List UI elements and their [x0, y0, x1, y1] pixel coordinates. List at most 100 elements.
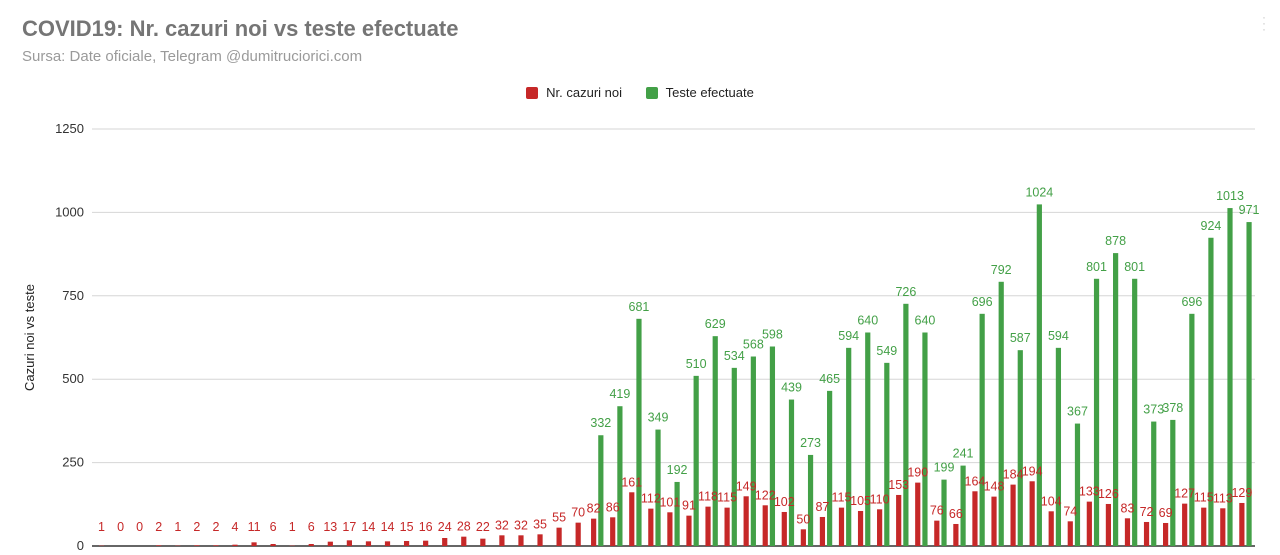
bar-tests[interactable] [846, 347, 852, 546]
bar-tests[interactable] [884, 362, 890, 546]
bar-new-cases[interactable] [575, 522, 581, 546]
bar-new-cases[interactable] [518, 535, 524, 546]
bar-tests[interactable] [1151, 421, 1157, 546]
bar-new-cases[interactable] [877, 509, 883, 546]
legend-label-tests: Teste efectuate [665, 85, 754, 100]
bar-new-cases[interactable] [461, 536, 467, 546]
bar-new-cases[interactable] [1048, 511, 1054, 546]
bar-tests[interactable] [1017, 350, 1023, 546]
bar-tests[interactable] [674, 481, 680, 546]
bar-new-cases[interactable] [1220, 508, 1226, 546]
bar-new-cases[interactable] [1201, 507, 1207, 546]
data-label-tests: 598 [762, 328, 783, 342]
bar-new-cases[interactable] [819, 516, 826, 546]
bar-new-cases[interactable] [724, 507, 730, 546]
bar-new-cases[interactable] [1086, 501, 1092, 546]
bar-new-cases[interactable] [896, 494, 902, 546]
bar-new-cases[interactable] [480, 538, 486, 546]
bar-new-cases[interactable] [743, 496, 749, 546]
bar-tests[interactable] [979, 313, 985, 546]
bar-tests[interactable] [998, 281, 1004, 546]
bar-tests[interactable] [769, 346, 776, 546]
bar-new-cases[interactable] [327, 541, 333, 546]
bar-new-cases[interactable] [800, 529, 806, 546]
bar-new-cases[interactable] [667, 512, 673, 546]
bar-new-cases[interactable] [591, 518, 597, 546]
bar-tests[interactable] [598, 435, 604, 546]
bar-new-cases[interactable] [1067, 521, 1073, 546]
bar-tests[interactable] [1132, 278, 1138, 546]
bar-new-cases[interactable] [251, 542, 257, 546]
bar-tests[interactable] [655, 429, 661, 546]
bar-tests[interactable] [1113, 253, 1119, 547]
bar-tests[interactable] [1074, 423, 1081, 546]
bar-new-cases[interactable] [705, 506, 711, 546]
bar-new-cases[interactable] [156, 545, 162, 546]
bar-new-cases[interactable] [1182, 503, 1188, 546]
bar-new-cases[interactable] [1239, 502, 1245, 546]
bar-new-cases[interactable] [781, 511, 787, 546]
bar-new-cases[interactable] [915, 482, 921, 546]
bar-new-cases[interactable] [857, 510, 864, 546]
bar-tests[interactable] [807, 454, 814, 546]
bar-tests[interactable] [750, 356, 756, 546]
bar-tests[interactable] [712, 336, 718, 546]
bar-tests[interactable] [903, 303, 909, 546]
bar-tests[interactable] [1246, 222, 1252, 546]
bar-new-cases[interactable] [1029, 481, 1035, 546]
bar-new-cases[interactable] [934, 520, 940, 546]
bar-new-cases[interactable] [686, 515, 692, 546]
bar-new-cases[interactable] [1143, 521, 1150, 546]
bar-new-cases[interactable] [537, 534, 543, 546]
bar-tests[interactable] [827, 390, 833, 546]
bar-new-cases[interactable] [1163, 522, 1169, 546]
bar-new-cases[interactable] [270, 543, 276, 546]
bar-new-cases[interactable] [762, 505, 768, 546]
y-tick-label: 0 [77, 538, 84, 553]
data-label-new-cases: 2 [212, 520, 219, 534]
bar-new-cases[interactable] [1124, 518, 1131, 546]
bar-tests[interactable] [865, 332, 871, 546]
bar-tests[interactable] [731, 367, 737, 546]
bar-new-cases[interactable] [1010, 484, 1016, 546]
data-label-tests: 1024 [1025, 185, 1053, 199]
bar-tests[interactable] [617, 406, 623, 546]
bar-new-cases[interactable] [384, 541, 391, 546]
bar-new-cases[interactable] [610, 517, 616, 546]
bar-new-cases[interactable] [648, 508, 654, 546]
bar-new-cases[interactable] [213, 545, 219, 546]
data-label-tests: 349 [648, 411, 669, 425]
bar-new-cases[interactable] [499, 535, 505, 546]
bar-new-cases[interactable] [232, 544, 238, 546]
bar-tests[interactable] [788, 399, 795, 546]
bar-tests[interactable] [1170, 419, 1176, 546]
bar-new-cases[interactable] [629, 492, 635, 546]
bar-new-cases[interactable] [194, 545, 200, 546]
bar-new-cases[interactable] [403, 540, 410, 546]
bar-new-cases[interactable] [442, 537, 448, 546]
more-options-icon[interactable]: · · · [1262, 10, 1266, 36]
bar-new-cases[interactable] [308, 543, 314, 546]
bar-tests[interactable] [922, 332, 928, 546]
bar-tests[interactable] [1055, 347, 1062, 546]
bar-new-cases[interactable] [1105, 503, 1112, 546]
bar-tests[interactable] [1208, 237, 1214, 546]
bar-new-cases[interactable] [991, 496, 997, 546]
bar-new-cases[interactable] [423, 540, 429, 546]
bar-new-cases[interactable] [838, 507, 845, 546]
bar-new-cases[interactable] [953, 523, 959, 546]
bar-tests[interactable] [1093, 278, 1100, 546]
bar-tests[interactable] [1227, 208, 1233, 546]
legend-item-new-cases[interactable]: Nr. cazuri noi [526, 85, 622, 100]
bar-new-cases[interactable] [556, 527, 562, 546]
bar-new-cases[interactable] [365, 541, 372, 546]
bar-tests[interactable] [1036, 204, 1042, 546]
legend-item-tests[interactable]: Teste efectuate [645, 85, 754, 100]
bar-tests[interactable] [960, 465, 966, 546]
bar-tests[interactable] [1189, 313, 1195, 546]
bar-tests[interactable] [636, 318, 642, 546]
bar-tests[interactable] [941, 479, 947, 546]
bar-new-cases[interactable] [972, 491, 978, 546]
bar-tests[interactable] [693, 375, 699, 546]
bar-new-cases[interactable] [346, 540, 352, 546]
